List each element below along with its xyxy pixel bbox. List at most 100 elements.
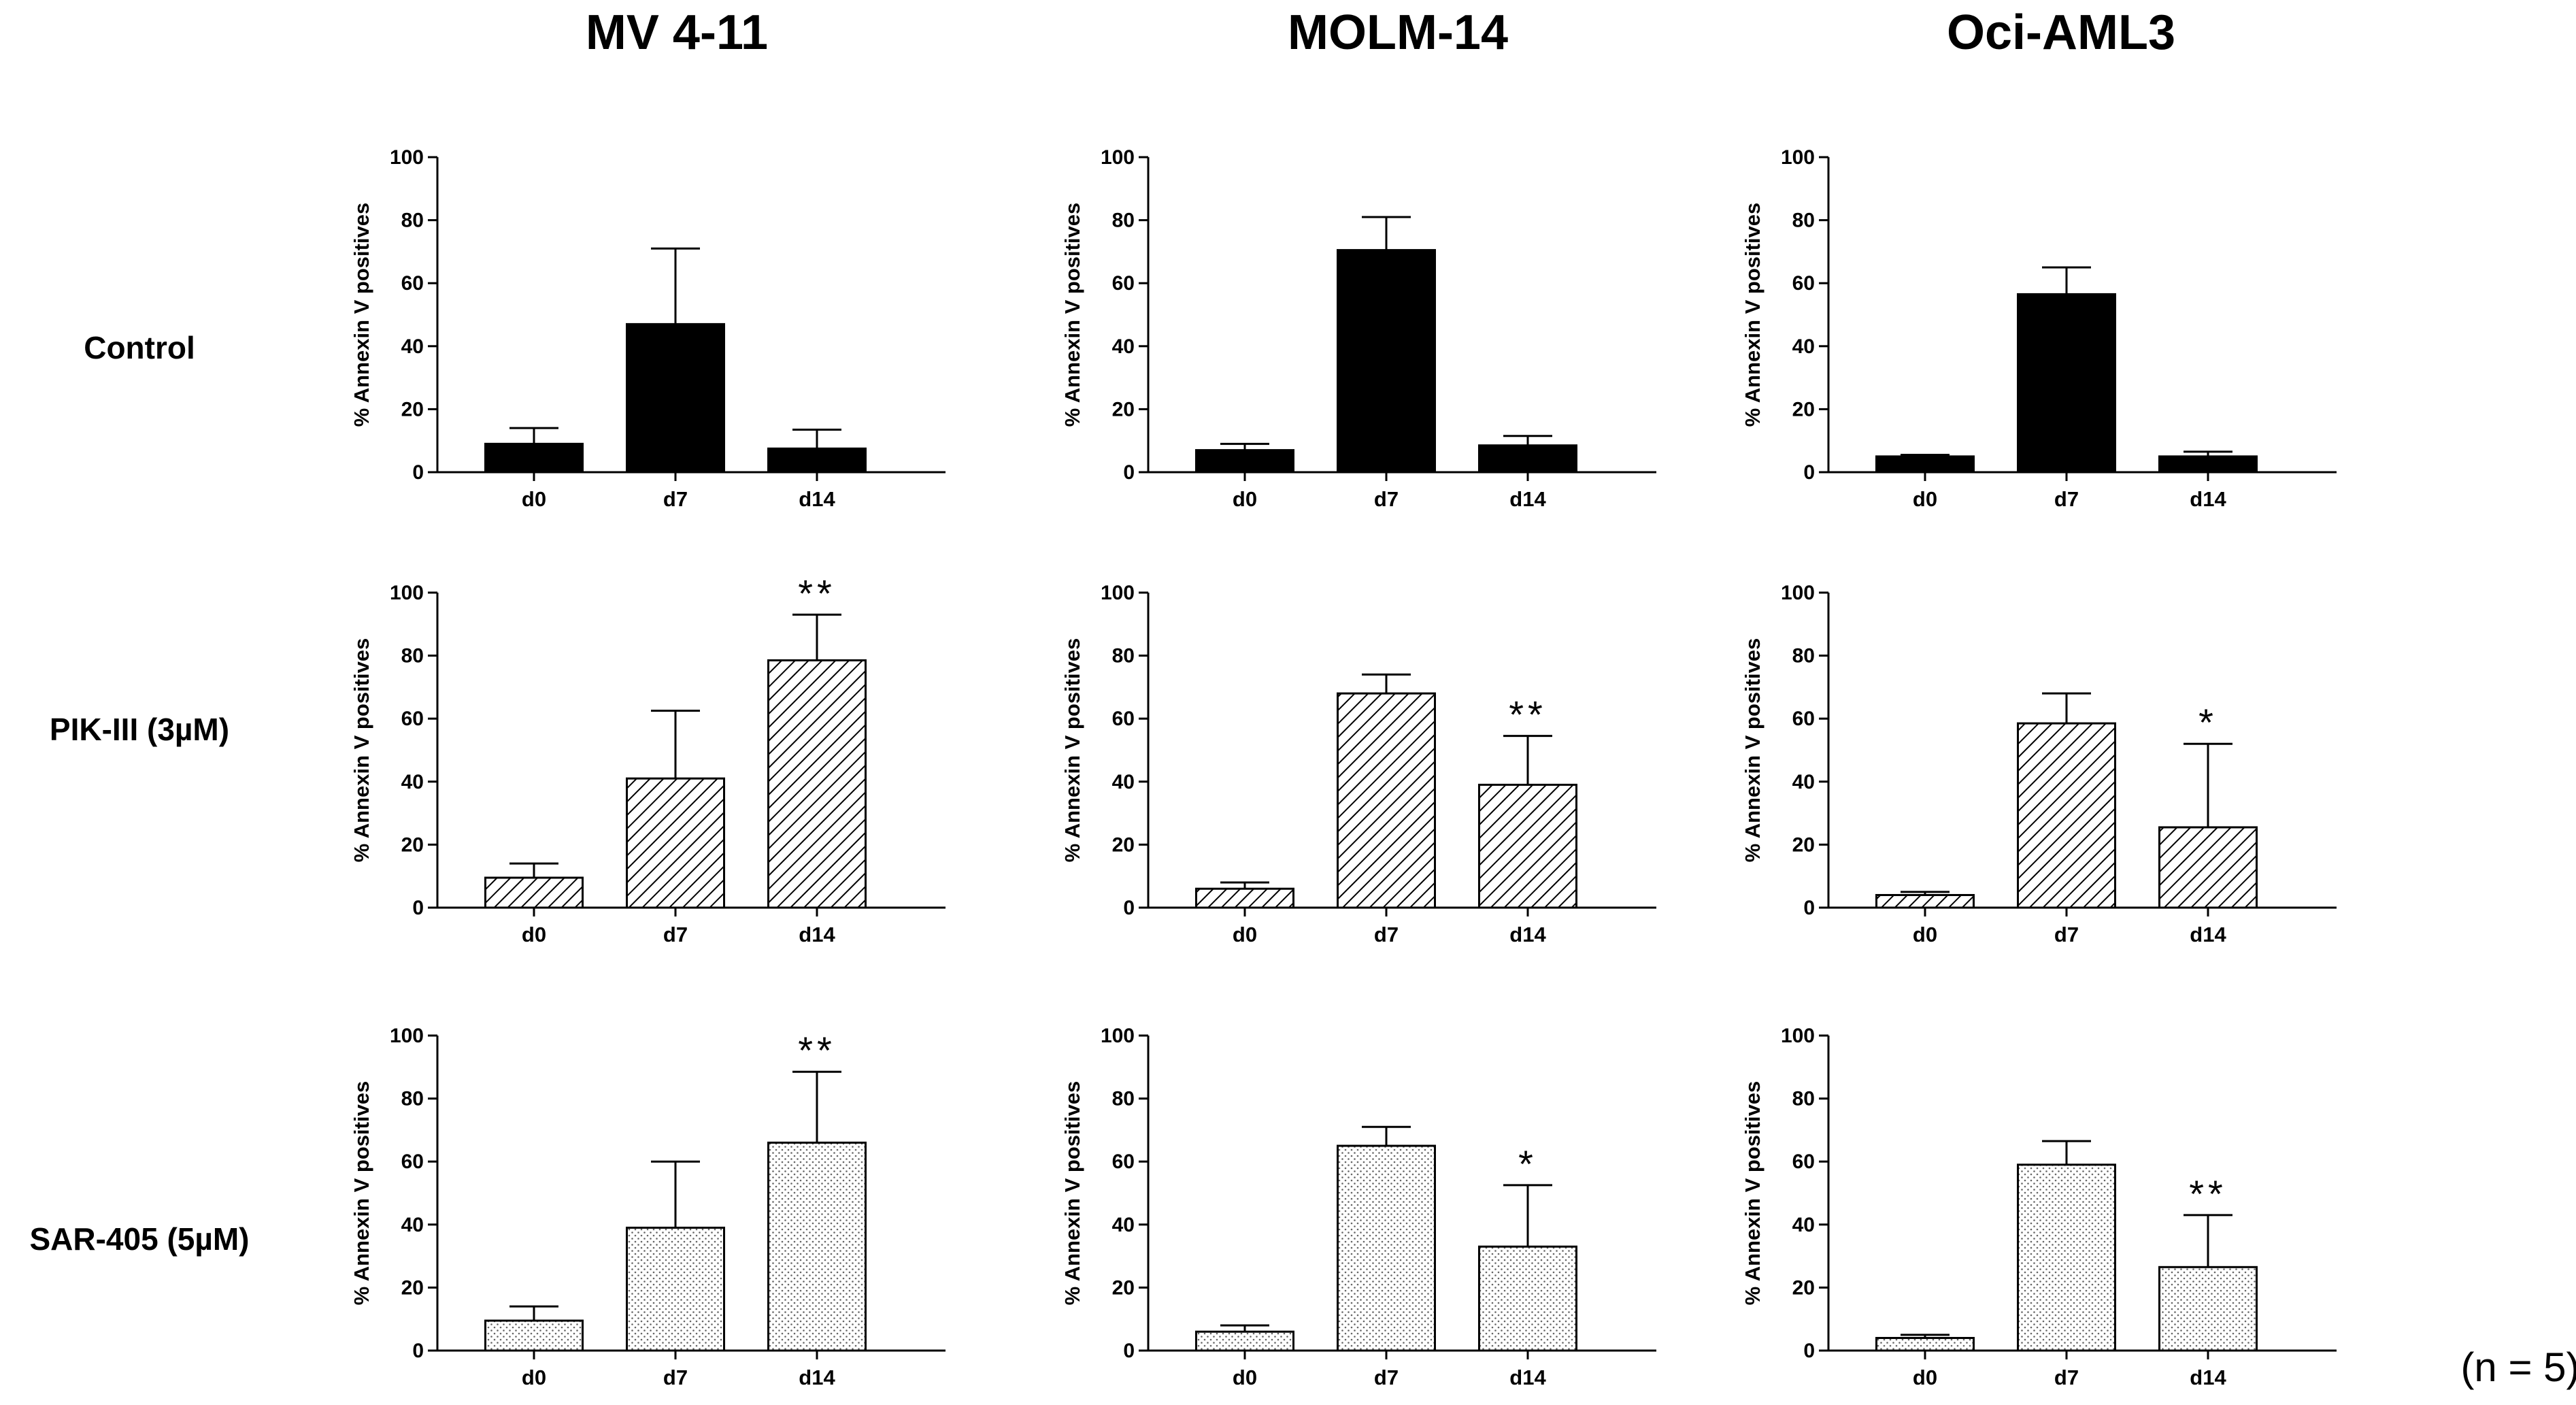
x-tick-label-d7: d7 <box>663 1366 688 1389</box>
x-tick-label-d7: d7 <box>1374 487 1399 511</box>
y-tick-label: 40 <box>401 1214 424 1236</box>
y-tick-label: 100 <box>1101 582 1135 604</box>
bar-d14 <box>1478 1245 1577 1352</box>
x-tick-label-d14: d14 <box>799 1366 835 1389</box>
y-axis-label: % Annexin V positives <box>350 1081 373 1306</box>
y-tick-label: 0 <box>1803 897 1815 919</box>
y-tick-label: 40 <box>401 771 424 793</box>
bar-d14 <box>767 1141 867 1352</box>
bar-d14 <box>1478 444 1577 474</box>
y-tick-label: 40 <box>1792 771 1815 793</box>
y-tick-label: 100 <box>390 582 424 604</box>
y-tick-label: 80 <box>401 645 424 667</box>
bar-d0 <box>484 442 584 474</box>
y-tick-label: 60 <box>1792 272 1815 295</box>
bar-d0 <box>1195 449 1294 474</box>
y-tick-label: 60 <box>1792 1151 1815 1173</box>
y-tick-label: 60 <box>401 272 424 295</box>
bar-d7 <box>626 323 725 474</box>
x-tick-label-d0: d0 <box>1913 1366 1937 1389</box>
y-tick-label: 40 <box>1792 1214 1815 1236</box>
y-axis-label: % Annexin V positives <box>1741 638 1764 863</box>
y-tick-label: 0 <box>1123 461 1135 484</box>
x-tick-label-d14: d14 <box>2190 1366 2226 1389</box>
bar-d14 <box>767 447 867 474</box>
y-tick-label: 80 <box>1112 645 1135 667</box>
y-tick-label: 80 <box>1112 210 1135 232</box>
y-tick-label: 20 <box>1792 1276 1815 1299</box>
y-tick-label: 100 <box>1101 146 1135 169</box>
x-tick-label-d14: d14 <box>1509 1366 1546 1389</box>
y-tick-label: 80 <box>1792 210 1815 232</box>
y-tick-label: 20 <box>1792 398 1815 420</box>
y-tick-label: 40 <box>1112 335 1135 358</box>
y-tick-label: 100 <box>1101 1025 1135 1047</box>
y-tick-label: 60 <box>1112 1151 1135 1173</box>
bar-d7 <box>1337 692 1436 909</box>
y-tick-label: 20 <box>1112 398 1135 420</box>
y-axis-label: % Annexin V positives <box>1741 1081 1764 1306</box>
significance-marker-d14: ** <box>798 572 836 614</box>
x-tick-label-d0: d0 <box>1233 1366 1257 1389</box>
column-title-oci-aml3: Oci-AML3 <box>1947 5 2175 60</box>
panel-molm-14-sar-405-5-m: 0 20 40 60 80 100 % Annexin V positives d0 d7 d14… <box>1060 1025 1656 1389</box>
y-axis-label: % Annexin V positives <box>1741 203 1764 427</box>
significance-marker-d14: * <box>2198 701 2218 744</box>
x-tick-label-d14: d14 <box>1509 487 1546 511</box>
y-tick-label: 20 <box>1112 833 1135 856</box>
bar-d7 <box>1337 1144 1436 1352</box>
y-tick-label: 80 <box>401 210 424 232</box>
panel-molm-14-control: 0 20 40 60 80 100 % Annexin V positives d0 d7 d14 <box>1060 146 1656 511</box>
x-tick-label-d14: d14 <box>799 487 835 511</box>
y-tick-label: 80 <box>1792 645 1815 667</box>
y-tick-label: 80 <box>1112 1088 1135 1110</box>
y-tick-label: 60 <box>1112 272 1135 295</box>
bar-d7 <box>626 777 725 909</box>
bar-d14 <box>2158 826 2258 909</box>
x-tick-label-d0: d0 <box>522 1366 546 1389</box>
x-tick-label-d14: d14 <box>1509 923 1546 946</box>
significance-marker-d14: * <box>1518 1142 1537 1185</box>
y-tick-label: 40 <box>1792 335 1815 358</box>
panel-oci-aml3-pik-iii-3-m: 0 20 40 60 80 100 % Annexin V positives d0 d7 d14… <box>1741 582 2337 946</box>
y-tick-label: 0 <box>1803 461 1815 484</box>
y-tick-label: 20 <box>1112 1276 1135 1299</box>
y-tick-label: 100 <box>1781 1025 1815 1047</box>
y-axis-label: % Annexin V positives <box>350 638 373 863</box>
x-tick-label-d7: d7 <box>2054 923 2079 946</box>
y-tick-label: 0 <box>1123 1340 1135 1362</box>
y-tick-label: 100 <box>1781 146 1815 169</box>
row-label-pik-iii-3-m: PIK-III (3µM) <box>50 712 229 747</box>
x-tick-label-d7: d7 <box>663 487 688 511</box>
y-axis-label: % Annexin V positives <box>350 203 373 427</box>
x-tick-label-d7: d7 <box>1374 923 1399 946</box>
significance-marker-d14: ** <box>1509 693 1547 736</box>
bar-d7 <box>2017 293 2116 474</box>
bar-d0 <box>484 876 584 909</box>
bar-d14 <box>1478 783 1577 909</box>
bar-d7 <box>1337 249 1436 474</box>
panel-mv-4-11-pik-iii-3-m: 0 20 40 60 80 100 % Annexin V positives d0 d7 d14… <box>350 572 946 946</box>
x-tick-label-d14: d14 <box>2190 487 2226 511</box>
row-label-sar-405-5-m: SAR-405 (5µM) <box>29 1221 249 1257</box>
column-title-molm-14: MOLM-14 <box>1288 5 1508 60</box>
y-tick-label: 80 <box>401 1088 424 1110</box>
panel-molm-14-pik-iii-3-m: 0 20 40 60 80 100 % Annexin V positives d0 d7 d14… <box>1060 582 1656 946</box>
bar-d7 <box>2017 1163 2116 1352</box>
y-tick-label: 20 <box>401 1276 424 1299</box>
panel-oci-aml3-control: 0 20 40 60 80 100 % Annexin V positives d0 d7 d14 <box>1741 146 2337 511</box>
bar-d14 <box>767 659 867 909</box>
y-axis-label: % Annexin V positives <box>1060 1081 1084 1306</box>
significance-marker-d14: ** <box>798 1029 836 1072</box>
y-tick-label: 0 <box>412 1340 424 1362</box>
x-tick-label-d14: d14 <box>799 923 835 946</box>
y-tick-label: 20 <box>401 833 424 856</box>
bar-d0 <box>1875 1336 1975 1352</box>
x-tick-label-d0: d0 <box>1913 487 1937 511</box>
y-tick-label: 40 <box>1112 771 1135 793</box>
y-tick-label: 20 <box>401 398 424 420</box>
bar-d0 <box>484 1319 584 1352</box>
x-tick-label-d0: d0 <box>1913 923 1937 946</box>
y-tick-label: 0 <box>1803 1340 1815 1362</box>
